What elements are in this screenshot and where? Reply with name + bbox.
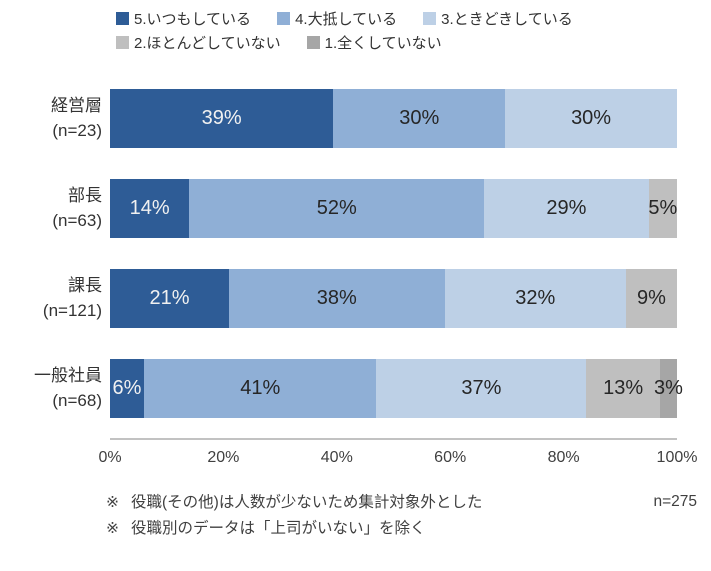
category-label: 経営層 (n=23)	[0, 94, 110, 143]
bar-track: 14% 52% 29% 5%	[110, 179, 677, 238]
chart-footnotes: ※ 役職(その他)は人数が少ないため集計対象外とした ※ 役職別のデータは「上司…	[106, 493, 697, 545]
legend-item-2: 2.ほとんどしていない	[116, 32, 281, 53]
legend-item-1: 1.全くしていない	[306, 32, 442, 53]
bar-segment: 21%	[110, 269, 230, 328]
segment-value-label: 39%	[201, 107, 242, 129]
legend-item-5: 5.いつもしている	[116, 8, 251, 29]
segment-value-label: 37%	[461, 377, 502, 399]
segment-value-label: 32%	[515, 287, 556, 309]
legend-label: 1.全くしていない	[324, 35, 442, 52]
x-tick: 80%	[547, 449, 580, 466]
category-label: 課長 (n=121)	[0, 274, 110, 323]
category-name: 課長	[68, 275, 102, 295]
segment-value-label: 6%	[112, 377, 142, 399]
bar-rows: 経営層 (n=23) 39% 30% 30% 部長 (n=63) 14% 52% 29%…	[0, 89, 711, 418]
segment-value-label: 52%	[316, 197, 357, 219]
category-name: 部長	[68, 185, 102, 205]
note-line: ※ 役職(その他)は人数が少ないため集計対象外とした	[106, 493, 643, 513]
segment-value-label: 30%	[571, 107, 612, 129]
bar-segment: 13%	[586, 359, 660, 418]
legend-swatch-icon	[277, 12, 291, 25]
bar-segment: 30%	[505, 89, 677, 148]
segment-value-label: 13%	[603, 377, 644, 399]
x-axis-ticks: 0% 20% 40% 60% 80% 100%	[98, 449, 697, 477]
legend-swatch-icon	[116, 36, 129, 49]
x-tick: 20%	[207, 449, 240, 466]
bar-track: 39% 30% 30%	[110, 89, 677, 148]
category-n-count: (n=63)	[52, 210, 102, 230]
legend-swatch-icon	[423, 12, 437, 25]
x-tick: 0%	[98, 449, 122, 466]
segment-value-label: 9%	[637, 287, 666, 309]
bar-segment: 9%	[625, 269, 677, 328]
bar-segment: 39%	[110, 89, 334, 148]
legend-item-3: 3.ときどきしている	[423, 8, 573, 29]
x-tick: 100%	[656, 449, 698, 466]
legend-label: 5.いつもしている	[134, 11, 252, 28]
segment-value-label: 29%	[546, 197, 587, 219]
x-axis-line	[110, 438, 677, 440]
segment-value-label: 41%	[240, 377, 281, 399]
bar-segment: 6%	[110, 359, 145, 418]
category-n-count: (n=23)	[52, 120, 102, 140]
segment-value-label: 38%	[316, 287, 357, 309]
bar-segment: 32%	[444, 269, 626, 328]
note-line: ※ 役職別のデータは「上司がいない」を除く	[106, 519, 643, 539]
legend-item-4: 4.大抵している	[277, 8, 397, 29]
category-name: 一般社員	[34, 365, 102, 385]
bar-segment: 29%	[484, 179, 649, 238]
bar-segment: 14%	[110, 179, 190, 238]
note-marker: ※	[106, 494, 119, 511]
note-marker: ※	[106, 520, 119, 538]
note-text: 役職別のデータは「上司がいない」を除く	[131, 520, 426, 538]
bar-segment: 5%	[648, 179, 678, 238]
bar-track: 21% 38% 32% 9%	[110, 269, 677, 328]
segment-value-label: 14%	[129, 197, 170, 219]
bar-segment: 3%	[654, 359, 683, 418]
segment-value-label: 5%	[648, 197, 678, 219]
bar-segment: 41%	[144, 359, 377, 418]
x-axis: 0% 20% 40% 60% 80% 100%	[98, 438, 697, 477]
bar-segment: 30%	[333, 89, 506, 148]
segment-value-label: 30%	[399, 107, 440, 129]
legend-label: 3.ときどきしている	[441, 11, 573, 28]
bar-segment: 38%	[229, 269, 445, 328]
x-tick: 40%	[320, 449, 353, 466]
bar-segment: 37%	[376, 359, 587, 418]
segment-value-label: 21%	[149, 287, 190, 309]
legend-label: 2.ほとんどしていない	[134, 35, 281, 52]
legend-swatch-icon	[306, 36, 320, 49]
bar-row: 経営層 (n=23) 39% 30% 30%	[0, 89, 677, 148]
bar-track: 6% 41% 37% 13% 3%	[110, 359, 683, 418]
category-label: 一般社員 (n=68)	[0, 364, 110, 413]
bar-row: 課長 (n=121) 21% 38% 32% 9%	[0, 269, 677, 328]
chart-legend: 5.いつもしている 4.大抵している 3.ときどきしている 2.ほとんどしていな…	[116, 8, 695, 53]
notes-list: ※ 役職(その他)は人数が少ないため集計対象外とした ※ 役職別のデータは「上司…	[106, 493, 643, 545]
category-name: 経営層	[51, 95, 102, 115]
legend-swatch-icon	[116, 12, 129, 25]
x-tick: 60%	[434, 449, 467, 466]
bar-row: 一般社員 (n=68) 6% 41% 37% 13% 3%	[0, 359, 683, 418]
note-text: 役職(その他)は人数が少ないため集計対象外とした	[131, 494, 483, 511]
total-n-label: n=275	[653, 493, 697, 510]
category-label: 部長 (n=63)	[0, 184, 110, 233]
segment-value-label: 3%	[654, 377, 683, 399]
legend-label: 4.大抵している	[295, 11, 398, 28]
bar-row: 部長 (n=63) 14% 52% 29% 5%	[0, 179, 677, 238]
category-n-count: (n=68)	[52, 390, 102, 410]
bar-segment: 52%	[189, 179, 485, 238]
category-n-count: (n=121)	[42, 300, 102, 320]
